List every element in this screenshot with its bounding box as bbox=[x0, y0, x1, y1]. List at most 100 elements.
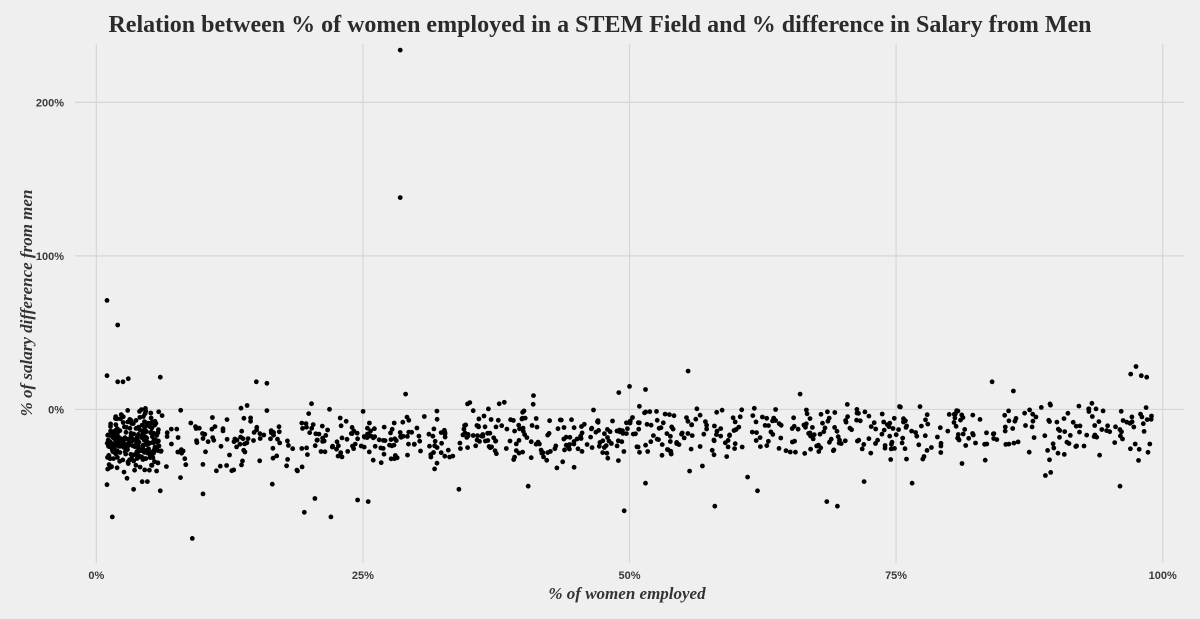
data-point bbox=[238, 405, 244, 411]
data-point bbox=[378, 445, 384, 451]
data-point bbox=[365, 425, 370, 431]
data-point bbox=[202, 431, 208, 437]
data-point bbox=[164, 430, 170, 436]
data-point bbox=[372, 443, 378, 449]
data-point bbox=[286, 443, 291, 448]
data-point bbox=[810, 425, 815, 430]
data-point bbox=[465, 432, 471, 437]
data-point bbox=[115, 379, 121, 385]
data-point bbox=[899, 440, 905, 446]
data-point bbox=[351, 446, 356, 452]
data-point bbox=[251, 430, 257, 435]
data-point bbox=[245, 436, 251, 441]
data-point bbox=[521, 408, 527, 414]
data-point bbox=[791, 423, 797, 429]
data-point bbox=[548, 449, 553, 454]
data-point bbox=[339, 435, 345, 441]
data-point bbox=[139, 407, 144, 412]
data-point bbox=[844, 402, 850, 407]
data-point bbox=[251, 438, 256, 443]
data-point bbox=[200, 491, 206, 497]
data-point bbox=[143, 408, 149, 414]
data-point bbox=[148, 454, 154, 460]
data-point bbox=[856, 437, 862, 443]
data-point bbox=[893, 432, 899, 438]
data-point bbox=[643, 480, 648, 486]
data-point bbox=[432, 466, 437, 472]
data-point bbox=[234, 444, 240, 450]
data-point bbox=[637, 449, 642, 455]
data-point bbox=[257, 458, 263, 464]
data-point bbox=[414, 425, 420, 431]
data-point bbox=[196, 425, 202, 431]
data-point bbox=[477, 439, 482, 444]
data-point bbox=[1011, 388, 1016, 394]
data-point bbox=[135, 453, 140, 459]
data-point bbox=[159, 413, 165, 418]
data-point bbox=[144, 423, 149, 428]
data-point bbox=[104, 373, 110, 379]
data-point bbox=[128, 451, 134, 457]
data-point bbox=[1117, 483, 1123, 489]
data-point bbox=[977, 417, 983, 422]
data-point bbox=[762, 423, 768, 428]
data-point bbox=[624, 431, 629, 436]
data-point bbox=[952, 415, 958, 421]
data-point bbox=[563, 434, 569, 440]
data-point bbox=[966, 435, 972, 441]
data-point bbox=[636, 426, 642, 432]
data-point bbox=[766, 438, 771, 444]
data-point bbox=[136, 432, 141, 437]
data-point bbox=[831, 447, 837, 453]
data-point bbox=[114, 465, 120, 471]
data-point bbox=[104, 482, 110, 488]
data-point bbox=[338, 423, 344, 429]
data-point bbox=[617, 429, 622, 435]
data-point bbox=[714, 432, 719, 437]
data-point bbox=[1011, 440, 1017, 446]
data-point bbox=[124, 424, 129, 430]
data-point bbox=[1144, 417, 1150, 422]
data-point bbox=[679, 431, 684, 437]
data-point bbox=[520, 449, 525, 455]
data-point bbox=[953, 423, 959, 429]
data-point bbox=[854, 407, 860, 412]
data-point bbox=[668, 433, 673, 439]
data-point bbox=[804, 411, 810, 417]
data-point bbox=[643, 409, 649, 415]
data-point bbox=[989, 379, 995, 385]
data-point bbox=[902, 446, 908, 452]
data-point bbox=[268, 430, 274, 436]
data-point bbox=[388, 430, 393, 436]
data-point bbox=[600, 450, 606, 455]
data-point bbox=[1112, 440, 1118, 445]
data-point bbox=[104, 440, 110, 446]
data-point bbox=[316, 431, 322, 437]
data-point bbox=[859, 446, 865, 452]
data-point bbox=[749, 429, 755, 435]
data-point bbox=[1055, 426, 1061, 432]
data-point bbox=[178, 407, 184, 413]
data-point bbox=[665, 447, 671, 453]
data-point bbox=[806, 431, 811, 436]
data-point bbox=[963, 443, 969, 448]
grid-layer bbox=[75, 44, 1184, 563]
data-point bbox=[507, 438, 513, 444]
x-tick-label: 25% bbox=[352, 570, 374, 582]
data-point bbox=[1129, 419, 1135, 425]
data-point bbox=[189, 536, 195, 541]
data-point bbox=[139, 454, 145, 460]
data-point bbox=[131, 458, 137, 464]
data-point bbox=[1143, 405, 1149, 410]
data-point bbox=[1120, 418, 1126, 423]
data-point bbox=[517, 426, 522, 432]
data-point bbox=[825, 409, 830, 415]
data-point bbox=[111, 456, 116, 461]
data-point bbox=[732, 441, 738, 447]
data-point bbox=[381, 424, 387, 430]
data-point bbox=[142, 467, 148, 473]
data-point bbox=[868, 424, 874, 429]
data-point bbox=[200, 462, 206, 467]
x-tick-label: 100% bbox=[1149, 570, 1177, 582]
data-point bbox=[982, 457, 988, 463]
